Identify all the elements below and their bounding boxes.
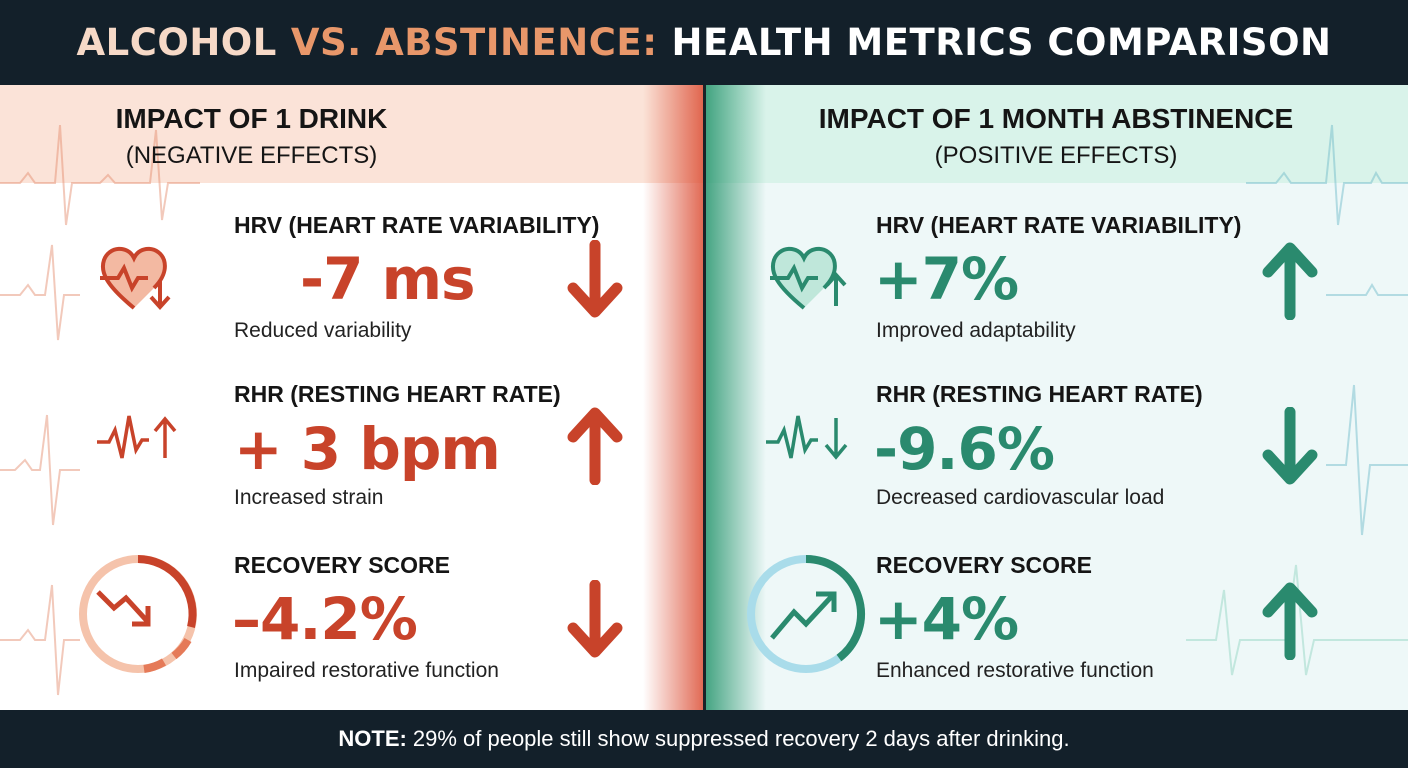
- metric-description: Decreased cardiovascular load: [876, 486, 1165, 509]
- recovery-rise-icon: [747, 555, 865, 673]
- title-part-abstinence: VS. ABSTINENCE:: [290, 21, 658, 64]
- metric-label: RHR (RESTING HEART RATE): [234, 381, 561, 407]
- metric-description: Enhanced restorative function: [876, 659, 1154, 682]
- left-panel-title: IMPACT OF 1 DRINK: [115, 103, 388, 134]
- metric-label: RECOVERY SCORE: [876, 552, 1092, 578]
- panel-header-band: [0, 85, 703, 183]
- metric-label: HRV (HEART RATE VARIABILITY): [234, 212, 600, 238]
- arrow-down-icon: [567, 580, 623, 658]
- metric-description: Increased strain: [234, 486, 384, 509]
- panel-edge-glow: [706, 85, 766, 710]
- metric-value: -7 ms: [300, 245, 476, 313]
- metric-description: Reduced variability: [234, 319, 412, 342]
- note-label: NOTE:: [338, 726, 407, 751]
- pulse-up-icon: [97, 415, 177, 459]
- right-panel-title: IMPACT OF 1 MONTH ABSTINENCE: [818, 103, 1294, 134]
- arrow-up-icon: [1262, 582, 1318, 660]
- panel-divider: [703, 85, 706, 710]
- metric-description: Improved adaptability: [876, 319, 1076, 342]
- metric-label: RHR (RESTING HEART RATE): [876, 381, 1203, 407]
- heart-up-icon: [770, 246, 847, 310]
- panel-edge-glow: [643, 85, 703, 710]
- pulse-down-icon: [766, 415, 848, 460]
- left-panel-subtitle: (NEGATIVE EFFECTS): [125, 142, 378, 169]
- metric-value: –4.2%: [232, 585, 418, 653]
- positive-effects-panel: IMPACT OF 1 MONTH ABSTINENCE (POSITIVE E…: [706, 85, 1408, 710]
- arrow-down-icon: [1262, 407, 1318, 485]
- page-header: ALCOHOL VS. ABSTINENCE: HEALTH METRICS C…: [0, 0, 1408, 85]
- arrow-up-icon: [567, 407, 623, 485]
- metric-label: RECOVERY SCORE: [234, 552, 450, 578]
- ecg-background-icon: [0, 125, 200, 696]
- footer-note: NOTE: 29% of people still show suppresse…: [0, 710, 1408, 768]
- ecg-background-icon: [1186, 124, 1408, 676]
- metric-value: -9.6%: [874, 415, 1055, 483]
- arrow-up-icon: [1262, 242, 1318, 320]
- metric-description: Impaired restorative function: [234, 659, 499, 682]
- note-text: 29% of people still show suppressed reco…: [412, 726, 1070, 751]
- recovery-decline-icon: [79, 555, 197, 673]
- negative-effects-panel: IMPACT OF 1 DRINK (NEGATIVE EFFECTS) HRV…: [0, 85, 703, 710]
- right-panel-subtitle: (POSITIVE EFFECTS): [934, 142, 1178, 169]
- title-part-alcohol: ALCOHOL: [76, 21, 277, 64]
- metric-value: + 3 bpm: [234, 415, 501, 483]
- panel-header-band: [706, 85, 1408, 183]
- title-part-comparison: HEALTH METRICS COMPARISON: [671, 21, 1332, 64]
- arrow-down-icon: [567, 240, 623, 318]
- heart-down-icon: [100, 246, 171, 310]
- metric-value: +7%: [874, 245, 1019, 313]
- metric-value: +4%: [874, 585, 1019, 653]
- metric-label: HRV (HEART RATE VARIABILITY): [876, 212, 1242, 238]
